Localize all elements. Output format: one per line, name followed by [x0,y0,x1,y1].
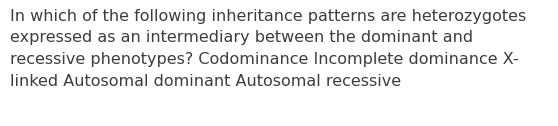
Text: In which of the following inheritance patterns are heterozygotes
expressed as an: In which of the following inheritance pa… [10,9,526,89]
